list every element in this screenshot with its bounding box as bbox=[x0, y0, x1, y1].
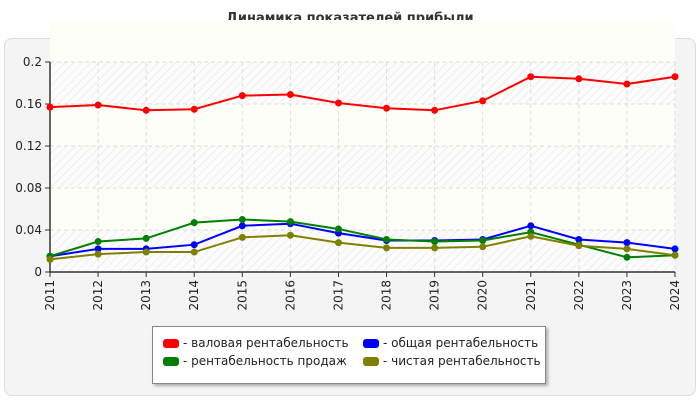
data-point bbox=[142, 248, 150, 256]
data-point bbox=[479, 243, 487, 251]
y-tick-label: 0 bbox=[34, 265, 42, 279]
y-tick-label: 0.16 bbox=[15, 97, 42, 111]
data-point bbox=[671, 251, 679, 259]
data-point bbox=[527, 73, 535, 81]
data-point bbox=[142, 106, 150, 114]
x-tick-label: 2013 bbox=[139, 280, 153, 311]
series-line bbox=[49, 222, 676, 258]
data-point bbox=[575, 242, 583, 250]
data-point bbox=[286, 218, 294, 226]
data-point bbox=[671, 245, 679, 253]
data-point bbox=[286, 231, 294, 239]
data-point bbox=[334, 99, 342, 107]
legend-label: - рентабельность продаж bbox=[183, 354, 347, 368]
data-point bbox=[190, 241, 198, 249]
y-tick-label: 0.12 bbox=[15, 139, 42, 153]
data-point bbox=[334, 239, 342, 247]
x-tick-label: 2018 bbox=[380, 280, 394, 311]
x-tick-label: 2011 bbox=[43, 280, 57, 311]
data-point bbox=[334, 225, 342, 233]
x-tick-label: 2023 bbox=[620, 280, 634, 311]
data-point bbox=[238, 233, 246, 241]
y-tick-label: 0.04 bbox=[15, 223, 42, 237]
data-point bbox=[46, 255, 54, 263]
data-point bbox=[527, 232, 535, 240]
x-tick-label: 2022 bbox=[572, 280, 586, 311]
legend-swatch bbox=[363, 338, 379, 348]
x-tick-label: 2020 bbox=[476, 280, 490, 311]
x-tick-label: 2017 bbox=[331, 280, 345, 311]
data-point bbox=[431, 238, 439, 246]
data-point bbox=[94, 250, 102, 258]
legend-item: - рентабельность продаж bbox=[163, 354, 347, 368]
series-line bbox=[49, 218, 676, 259]
data-point bbox=[575, 75, 583, 83]
data-point bbox=[383, 104, 391, 112]
legend-swatch bbox=[163, 356, 179, 366]
series-line bbox=[49, 234, 676, 261]
x-tick-label: 2016 bbox=[283, 280, 297, 311]
data-point bbox=[623, 245, 631, 253]
x-tick-label: 2015 bbox=[235, 280, 249, 311]
legend-swatch bbox=[163, 338, 179, 348]
data-point bbox=[190, 248, 198, 256]
data-point bbox=[190, 105, 198, 113]
data-point bbox=[94, 245, 102, 253]
legend-item: - общая рентабельность bbox=[363, 336, 538, 350]
y-tick-label: 0.2 bbox=[23, 55, 42, 69]
data-point bbox=[94, 238, 102, 246]
data-point bbox=[431, 244, 439, 252]
legend-item: - валовая рентабельность bbox=[163, 336, 349, 350]
data-point bbox=[671, 73, 679, 81]
legend-label: - чистая рентабельность bbox=[383, 354, 541, 368]
series-line bbox=[49, 75, 676, 112]
data-point bbox=[238, 92, 246, 100]
data-point bbox=[479, 237, 487, 244]
data-point bbox=[527, 222, 535, 230]
x-tick-label: 2014 bbox=[187, 280, 201, 311]
data-point bbox=[479, 97, 487, 105]
legend-item: - чистая рентабельность bbox=[363, 354, 541, 368]
data-point bbox=[190, 219, 198, 227]
x-tick-label: 2024 bbox=[668, 280, 682, 311]
data-point bbox=[238, 216, 246, 223]
plot-band bbox=[50, 20, 675, 62]
data-point bbox=[623, 80, 631, 88]
legend-swatch bbox=[363, 356, 379, 366]
legend-label: - валовая рентабельность bbox=[183, 336, 349, 350]
data-point bbox=[383, 235, 391, 243]
data-point bbox=[286, 91, 294, 99]
data-point bbox=[142, 234, 150, 242]
data-point bbox=[623, 253, 631, 261]
x-tick-label: 2021 bbox=[524, 280, 538, 311]
legend-label: - общая рентабельность bbox=[383, 336, 539, 350]
x-tick-label: 2019 bbox=[428, 280, 442, 311]
data-point bbox=[46, 103, 54, 111]
plot-band bbox=[50, 188, 675, 230]
data-point bbox=[575, 235, 583, 243]
data-point bbox=[94, 101, 102, 109]
legend: - валовая рентабельность - общая рентабе… bbox=[152, 326, 546, 384]
data-point bbox=[431, 106, 439, 114]
data-point bbox=[623, 239, 631, 247]
data-point bbox=[238, 222, 246, 230]
x-tick-label: 2012 bbox=[91, 280, 105, 311]
data-point bbox=[383, 244, 391, 252]
y-tick-label: 0.08 bbox=[15, 181, 42, 195]
